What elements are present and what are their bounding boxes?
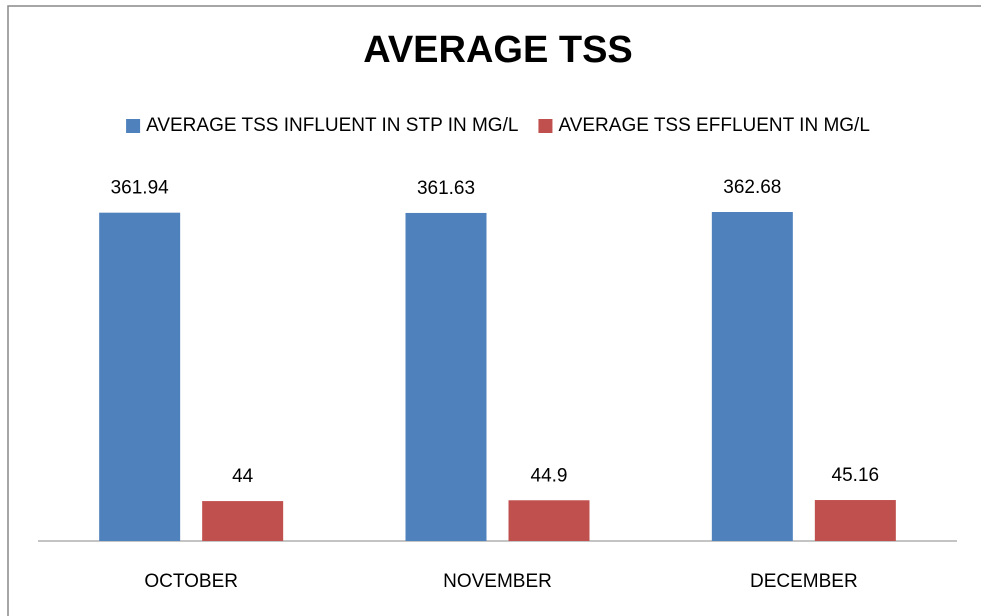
bar [405, 212, 487, 541]
x-tick-label: OCTOBER [144, 571, 238, 592]
data-label: 361.94 [111, 178, 170, 199]
legend-swatch [126, 119, 141, 133]
bar [711, 212, 793, 541]
legend-label: AVERAGE TSS INFLUENT IN STP IN MG/L [146, 115, 518, 136]
chart-title: AVERAGE TSS [363, 29, 633, 71]
bar [99, 212, 181, 542]
data-label: 361.63 [417, 178, 475, 199]
x-tick-label: DECEMBER [750, 571, 858, 592]
bar [202, 501, 284, 541]
legend-label: AVERAGE TSS EFFLUENT IN MG/L [558, 115, 869, 136]
bar [814, 500, 896, 541]
data-label: 44 [232, 466, 254, 487]
data-label: 45.16 [832, 465, 880, 486]
data-label: 44.9 [531, 465, 568, 486]
x-tick-label: NOVEMBER [443, 571, 552, 592]
bar [508, 500, 590, 541]
data-label: 362.68 [723, 177, 781, 198]
legend-swatch [538, 119, 553, 133]
